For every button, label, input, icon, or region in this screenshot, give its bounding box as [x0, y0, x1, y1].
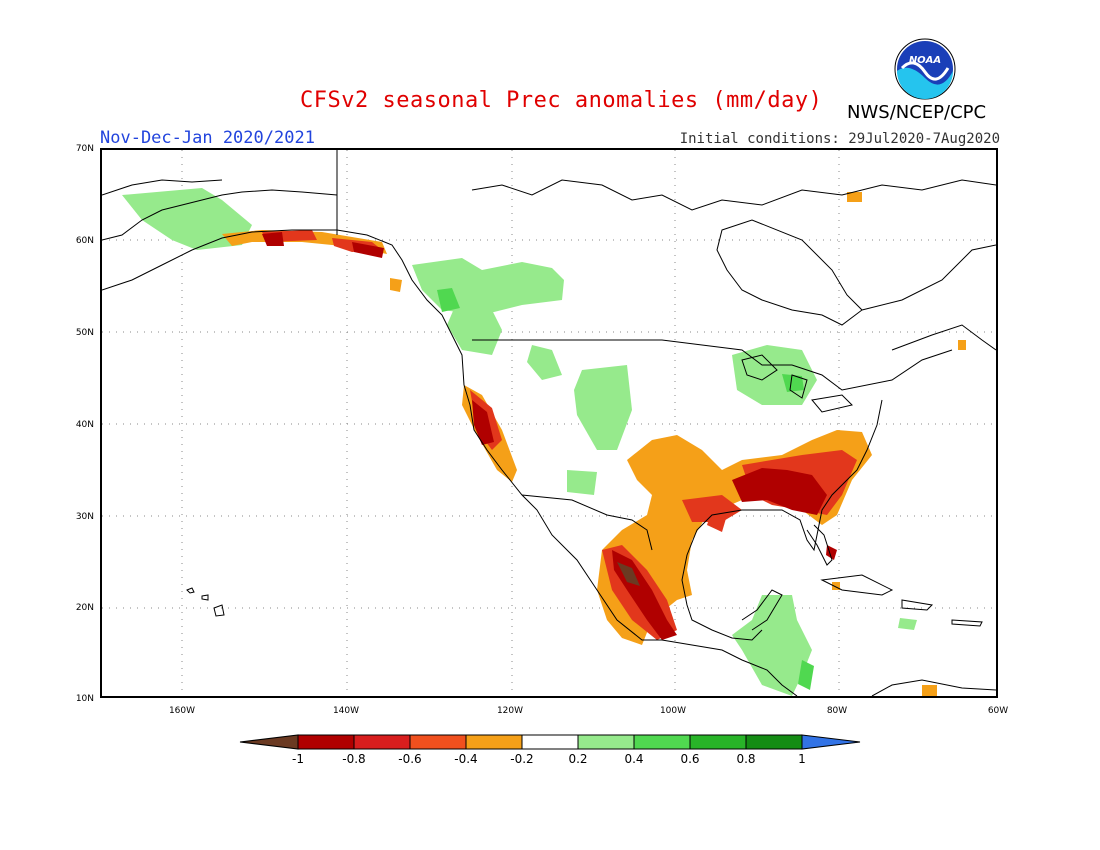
colorbar-tick-label: -0.6: [398, 752, 422, 766]
colorbar-tick-label: -0.2: [510, 752, 534, 766]
lat-label: 10N: [75, 694, 94, 704]
colorbar-segment: [689, 734, 747, 750]
forecast-period: Nov-Dec-Jan 2020/2021: [100, 128, 315, 148]
colorbar-segment: [633, 734, 691, 750]
colorbar-segment: [409, 734, 467, 750]
lat-label: 50N: [75, 328, 94, 338]
map-canvas: [102, 150, 996, 696]
dry-extreme-areas: [617, 562, 640, 586]
noaa-logo-icon: NOAA: [894, 38, 956, 100]
colorbar-tick-label: 0.8: [736, 752, 756, 766]
colorbar-tick-label: -0.4: [454, 752, 478, 766]
lat-label: 60N: [75, 236, 94, 246]
colorbar-segment: [577, 734, 635, 750]
colorbar-tick-label: -1: [292, 752, 304, 766]
lon-label: 120W: [496, 706, 524, 716]
lon-label: 100W: [659, 706, 687, 716]
lat-label: 70N: [75, 144, 94, 154]
colorbar-segment: [465, 734, 523, 750]
initial-conditions: Initial conditions: 29Jul2020-7Aug2020: [679, 131, 1000, 147]
colorbar-tick-label: 0.6: [680, 752, 700, 766]
colorbar-tick-label: 0.4: [624, 752, 644, 766]
lon-label: 60W: [987, 706, 1009, 716]
colorbar-tick-label: 0.2: [568, 752, 588, 766]
colorbar-segment: [297, 734, 355, 750]
colorbar-tick-label: -0.8: [342, 752, 366, 766]
wet-moderate-areas: [437, 288, 814, 690]
colorbar-legend: [239, 734, 861, 750]
colorbar-arrow-high: [801, 734, 861, 750]
colorbar-segment: [745, 734, 803, 750]
chart-title: CFSv2 seasonal Prec anomalies (mm/day): [300, 88, 823, 113]
svg-text:NOAA: NOAA: [909, 55, 941, 66]
lon-label: 160W: [168, 706, 196, 716]
lat-label: 30N: [75, 512, 94, 522]
colorbar-tick-label: 1: [798, 752, 806, 766]
lat-label: 20N: [75, 603, 94, 613]
colorbar-segment: [353, 734, 411, 750]
lon-label: 80W: [826, 706, 848, 716]
lat-label: 40N: [75, 420, 94, 430]
colorbar-segment: [521, 734, 579, 750]
coastlines-and-borders: [102, 150, 996, 696]
wet-anomaly-areas: [122, 188, 917, 696]
precip-anomaly-map: [100, 148, 998, 698]
lon-label: 140W: [332, 706, 360, 716]
colorbar-arrow-low: [239, 734, 299, 750]
agency-label: NWS/NCEP/CPC: [847, 102, 987, 123]
